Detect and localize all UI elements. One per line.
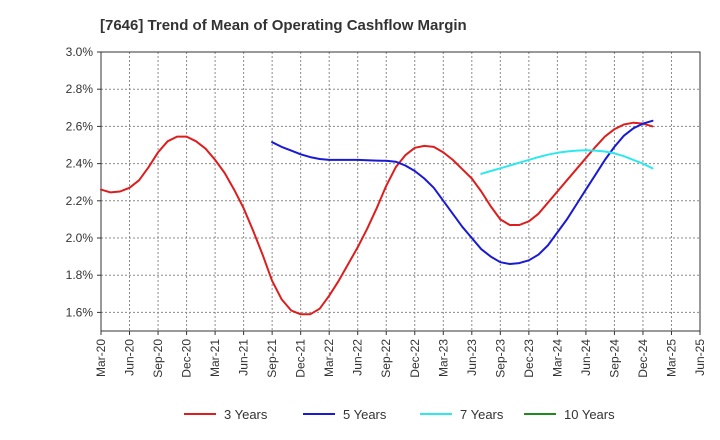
y-tick-label: 2.8% — [66, 82, 94, 96]
plot-background — [101, 52, 700, 331]
x-tick-label: Sep-21 — [265, 339, 279, 378]
x-tick-label: Dec-24 — [636, 339, 650, 378]
series-line-5-years — [271, 119, 654, 265]
x-tick-label: Jun-25 — [693, 339, 707, 376]
series-line-7-years — [480, 149, 654, 175]
x-tick-label: Dec-20 — [180, 339, 194, 378]
y-tick-label: 3.0% — [66, 45, 94, 59]
x-tick-label: Mar-24 — [550, 339, 564, 377]
y-tick-label: 1.6% — [66, 305, 94, 319]
legend-label-3-years: 3 Years — [224, 407, 268, 422]
y-axis: 1.6% 1.8% 2.0% 2.2% 2.4% 2.6% 2.8% 3.0% — [66, 45, 101, 319]
legend: 3 Years 5 Years 7 Years 10 Years — [184, 407, 615, 422]
y-tick-label: 2.0% — [66, 231, 94, 245]
x-tick-label: Sep-23 — [493, 339, 507, 378]
y-tick-label: 1.8% — [66, 268, 94, 282]
x-tick-label: Dec-23 — [522, 339, 536, 378]
x-tick-label: Sep-22 — [379, 339, 393, 378]
x-tick-label: Mar-22 — [322, 339, 336, 377]
x-tick-label: Mar-25 — [664, 339, 678, 377]
y-tick-label: 2.4% — [66, 157, 94, 171]
x-tick-label: Mar-20 — [94, 339, 108, 377]
x-tick-label: Dec-21 — [294, 339, 308, 378]
x-tick-label: Sep-24 — [607, 339, 621, 378]
y-tick-label: 2.2% — [66, 194, 94, 208]
x-tick-label: Dec-22 — [408, 339, 422, 378]
series-lines — [100, 119, 654, 316]
legend-label-7-years: 7 Years — [460, 407, 504, 422]
x-tick-label: Jun-23 — [465, 339, 479, 376]
x-tick-label: Mar-23 — [436, 339, 450, 377]
x-tick-label: Jun-20 — [123, 339, 137, 376]
x-tick-label: Sep-20 — [151, 339, 165, 378]
x-tick-label: Jun-22 — [351, 339, 365, 376]
y-tick-label: 2.6% — [66, 119, 94, 133]
legend-label-5-years: 5 Years — [343, 407, 387, 422]
chart-title: [7646] Trend of Mean of Operating Cashfl… — [100, 17, 467, 34]
grid-lines — [100, 51, 701, 332]
x-axis: Mar-20 Jun-20 Sep-20 Dec-20 Mar-21 Jun-21 Sep-… — [94, 331, 707, 378]
x-tick-label: Jun-21 — [237, 339, 251, 376]
x-tick-label: Mar-21 — [208, 339, 222, 377]
plot-border — [100, 51, 701, 332]
legend-label-10-years: 10 Years — [564, 407, 615, 422]
x-tick-label: Jun-24 — [579, 339, 593, 376]
series-line-3-years — [100, 121, 654, 316]
plot-area — [101, 52, 700, 331]
